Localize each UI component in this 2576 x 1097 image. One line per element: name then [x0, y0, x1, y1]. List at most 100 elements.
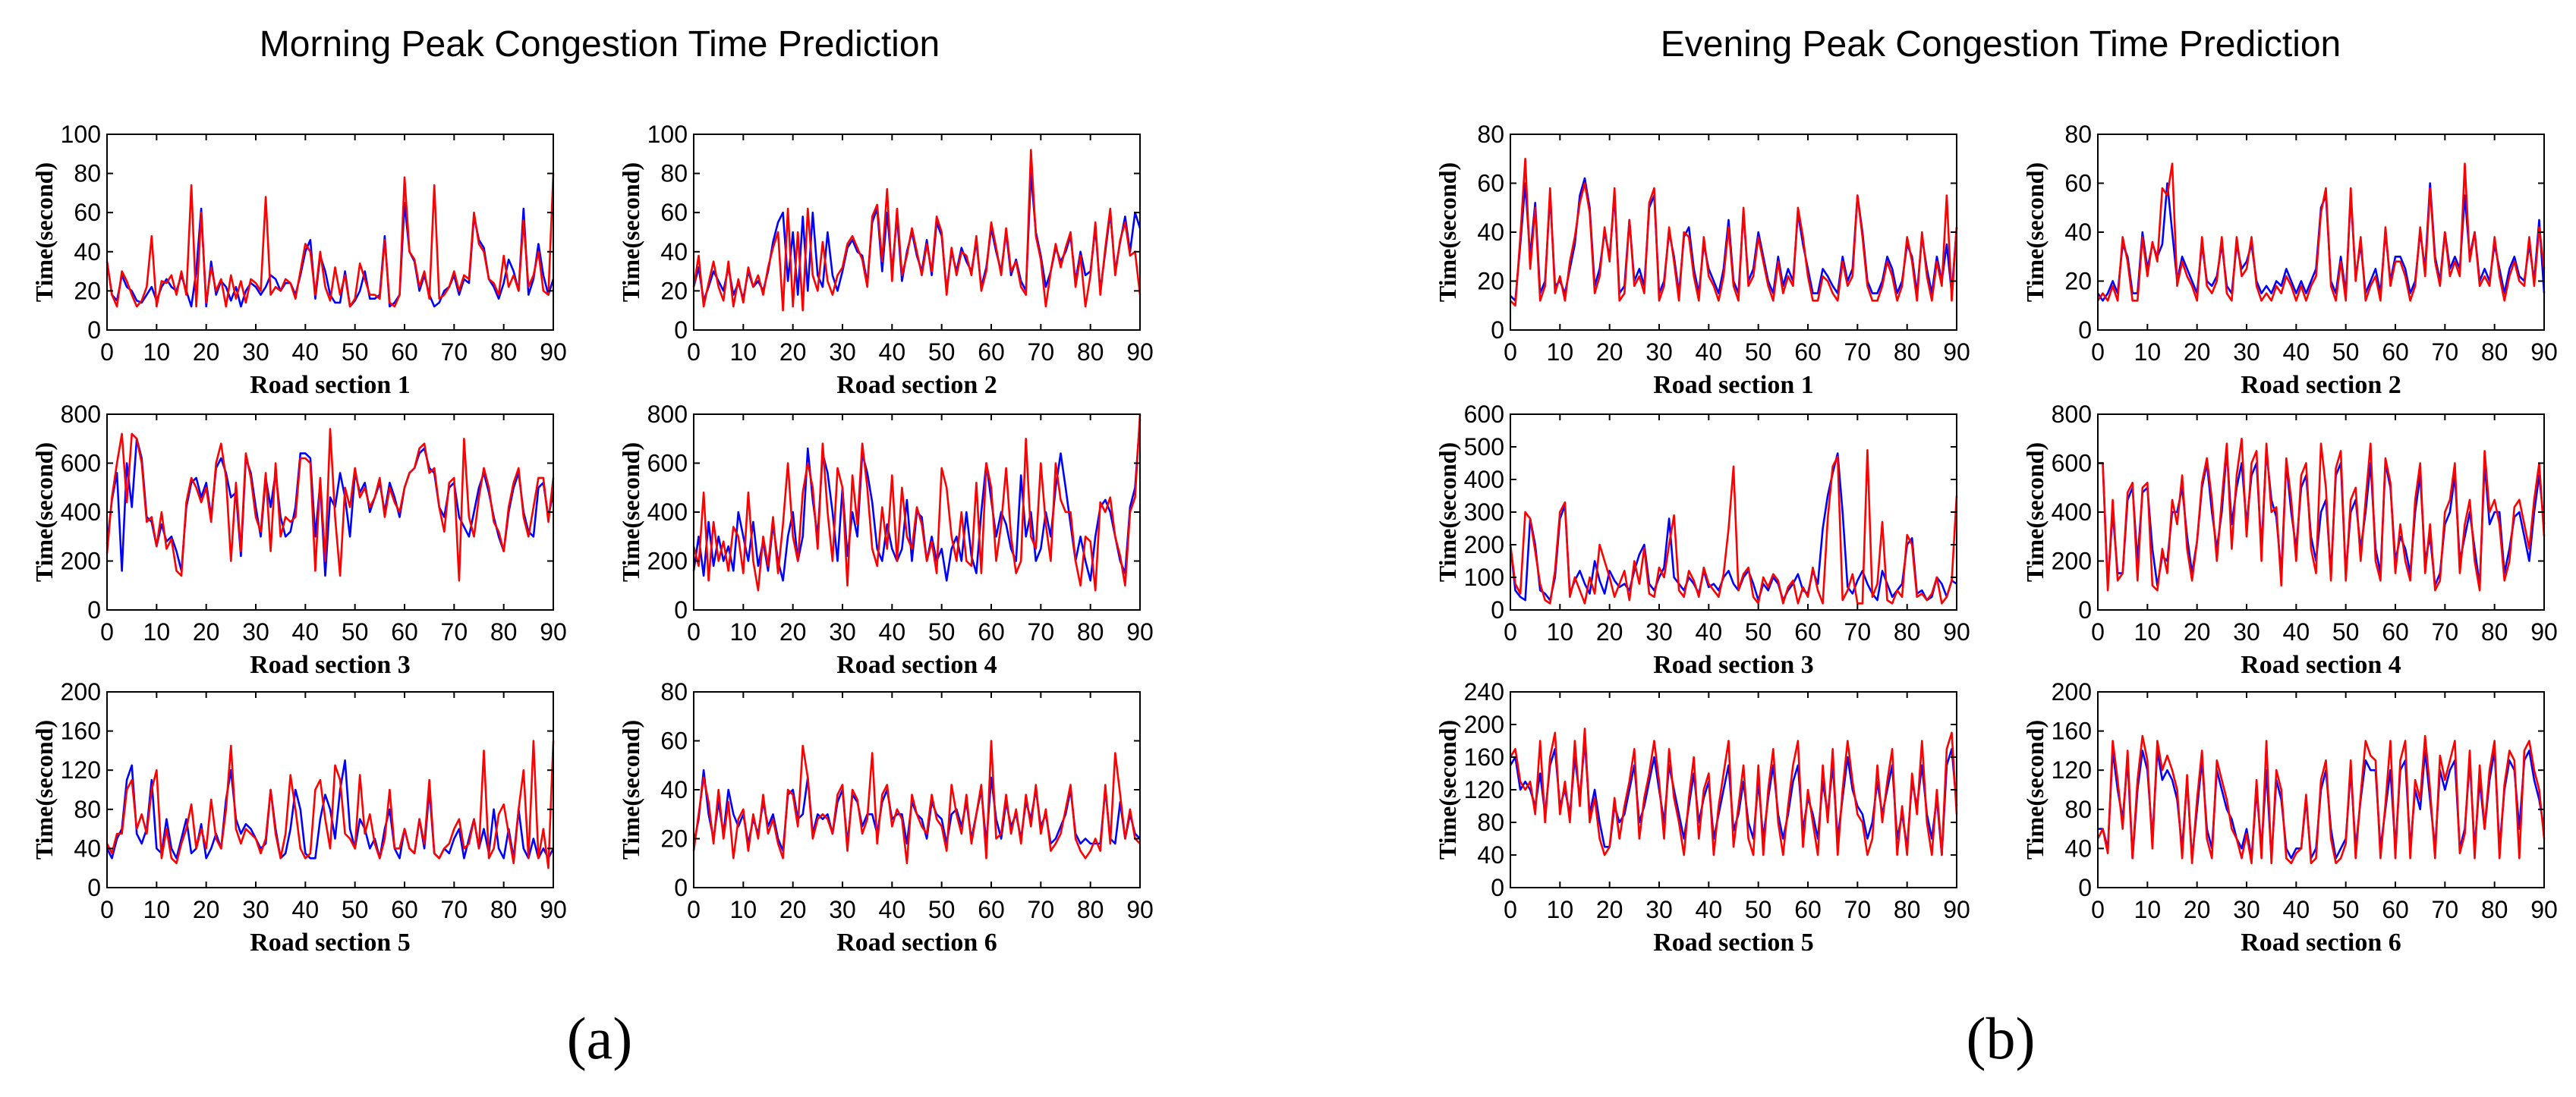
series-line-red — [2098, 437, 2546, 592]
x-tick-label: 70 — [441, 338, 468, 366]
x-tick-label: 0 — [1504, 618, 1517, 646]
x-tick-label: 0 — [2091, 338, 2105, 366]
y-tick-label: 80 — [660, 678, 688, 706]
x-tick-label: 90 — [1943, 896, 1970, 923]
y-tick-label: 0 — [674, 874, 688, 901]
x-tick-label: 90 — [1943, 338, 1970, 366]
y-tick-label: 400 — [647, 498, 688, 526]
x-tick-label: 20 — [193, 618, 220, 646]
y-tick-label: 60 — [74, 199, 101, 226]
x-tick-label: 30 — [1645, 896, 1673, 923]
y-tick-label: 20 — [74, 277, 101, 304]
series-line-blue — [105, 201, 555, 308]
y-tick-label: 0 — [674, 316, 688, 344]
y-tick-label: 160 — [2052, 718, 2092, 745]
y-tick-label: 600 — [647, 450, 688, 477]
series-line-blue — [2096, 182, 2546, 302]
x-tick-label: 40 — [879, 896, 906, 923]
x-tick-label: 20 — [779, 896, 807, 923]
series-line-blue — [1509, 452, 1957, 602]
x-axis-label: Road section 1 — [1653, 371, 1814, 399]
y-tick-label: 600 — [61, 450, 101, 477]
x-tick-label: 60 — [1794, 896, 1822, 923]
series-line-red — [1509, 728, 1958, 857]
evening-title: Evening Peak Congestion Time Prediction — [1661, 24, 2341, 64]
subplot-a-6: 0 10 20 30 40 50 60 70 80 90 0 20 40 60 80 Road section… — [617, 678, 1154, 957]
y-tick-label: 100 — [61, 121, 101, 148]
x-tick-label: 10 — [143, 618, 171, 646]
x-tick-label: 50 — [928, 338, 956, 366]
x-tick-label: 70 — [1028, 618, 1055, 646]
x-tick-label: 60 — [391, 618, 418, 646]
x-tick-label: 60 — [2382, 896, 2409, 923]
y-tick-label: 40 — [660, 238, 688, 266]
x-tick-label: 10 — [1547, 618, 1574, 646]
x-tick-label: 10 — [1547, 338, 1574, 366]
x-tick-label: 30 — [1645, 618, 1673, 646]
x-axis-label: Road section 4 — [836, 651, 997, 679]
x-axis-label: Road section 5 — [250, 929, 411, 957]
x-tick-label: 80 — [1894, 618, 1921, 646]
y-tick-label: 400 — [1464, 466, 1504, 493]
x-axis-label: Road section 3 — [1653, 651, 1814, 679]
panel-label-b: (b) — [1967, 1005, 2036, 1071]
y-tick-label: 40 — [2064, 218, 2092, 246]
x-tick-label: 10 — [143, 338, 171, 366]
y-tick-label: 40 — [1477, 841, 1504, 869]
x-tick-label: 20 — [2184, 338, 2211, 366]
y-tick-label: 60 — [2064, 170, 2092, 197]
x-tick-label: 50 — [2332, 618, 2360, 646]
y-tick-label: 120 — [2052, 756, 2092, 784]
y-tick-label: 0 — [1491, 316, 1504, 344]
y-tick-label: 40 — [1477, 218, 1504, 246]
x-tick-label: 30 — [2233, 618, 2260, 646]
x-tick-label: 0 — [687, 896, 701, 923]
series-line-red — [692, 740, 1141, 865]
x-tick-label: 40 — [292, 618, 320, 646]
x-tick-label: 70 — [1844, 338, 1872, 366]
x-tick-label: 30 — [242, 896, 269, 923]
y-tick-label: 0 — [87, 596, 101, 624]
y-tick-label: 800 — [647, 401, 688, 428]
x-axis-label: Road section 3 — [250, 651, 411, 679]
subplot-b-6: 0 10 20 30 40 50 60 70 80 90 0 40 80 120 160 200 Road se… — [2021, 678, 2558, 957]
x-tick-label: 70 — [441, 618, 468, 646]
x-tick-label: 70 — [2432, 618, 2459, 646]
x-tick-label: 60 — [978, 338, 1005, 366]
x-tick-label: 70 — [1028, 338, 1055, 366]
subplot-a-4: 0 10 20 30 40 50 60 70 80 90 0 200 400 600 800 Road sec… — [617, 401, 1154, 679]
x-tick-label: 50 — [2332, 338, 2360, 366]
x-tick-label: 70 — [1844, 896, 1872, 923]
x-tick-label: 10 — [730, 338, 757, 366]
y-tick-label: 0 — [674, 596, 688, 624]
x-tick-label: 90 — [540, 618, 567, 646]
x-tick-label: 80 — [1077, 618, 1104, 646]
x-tick-label: 20 — [1596, 896, 1623, 923]
y-tick-label: 400 — [61, 498, 101, 526]
x-tick-label: 70 — [1028, 896, 1055, 923]
subplot-b-2: 0 10 20 30 40 50 60 70 80 90 0 20 40 60 80 Road section… — [2021, 121, 2558, 399]
y-tick-label: 40 — [2064, 835, 2092, 862]
x-tick-label: 20 — [779, 618, 807, 646]
x-tick-label: 40 — [292, 338, 320, 366]
x-axis-label: Road section 6 — [2241, 929, 2401, 957]
x-axis-label: Road section 5 — [1653, 929, 1814, 957]
y-tick-label: 0 — [1491, 596, 1504, 624]
x-tick-label: 30 — [829, 338, 856, 366]
y-tick-label: 400 — [2052, 498, 2092, 526]
x-tick-label: 60 — [391, 896, 418, 923]
y-axis-label: Time(second) — [1434, 720, 1461, 860]
x-tick-label: 0 — [100, 618, 114, 646]
x-tick-label: 20 — [193, 896, 220, 923]
y-tick-label: 0 — [1491, 874, 1504, 901]
x-tick-label: 10 — [2134, 618, 2162, 646]
plot-frame — [106, 691, 554, 888]
y-tick-label: 200 — [61, 548, 101, 575]
x-tick-label: 80 — [1077, 896, 1104, 923]
x-axis-label: Road section 6 — [836, 929, 997, 957]
x-tick-label: 10 — [2134, 896, 2162, 923]
plot-frame — [2097, 691, 2545, 888]
x-tick-label: 70 — [1844, 618, 1872, 646]
y-axis-label: Time(second) — [30, 720, 58, 860]
x-tick-label: 50 — [1745, 338, 1772, 366]
